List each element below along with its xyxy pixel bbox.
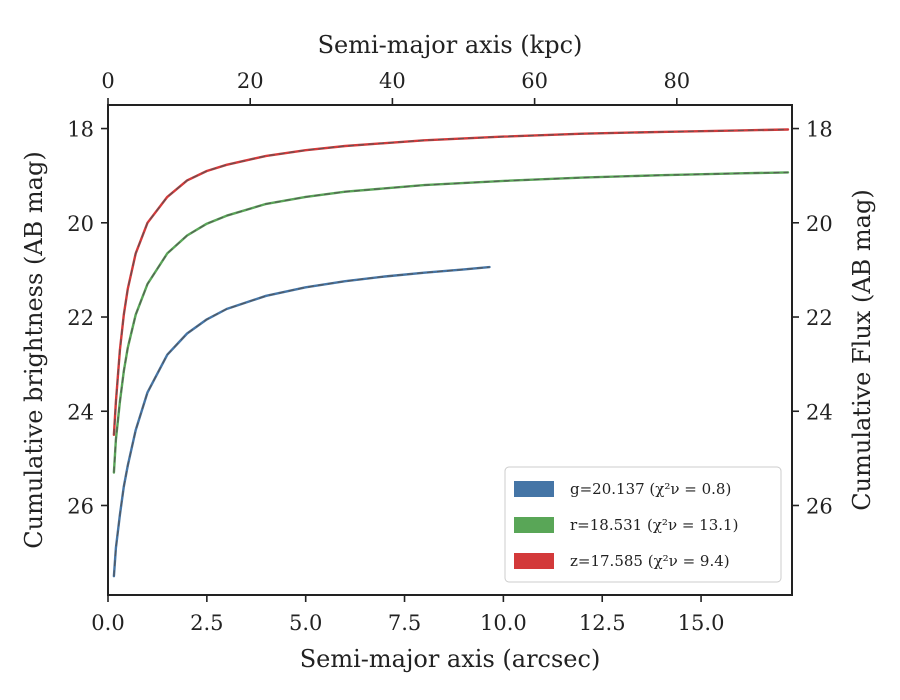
x-tick-label: 15.0 xyxy=(678,611,725,635)
x-axis-title: Semi-major axis (arcsec) xyxy=(300,645,601,673)
right-y-tick-label: 18 xyxy=(806,118,833,142)
right-axis-ticks: 18 20 22 24 26 xyxy=(792,118,833,518)
x-tick-label: 10.0 xyxy=(480,611,527,635)
plot-frame xyxy=(107,104,793,596)
x-tick-label: 2.5 xyxy=(190,611,223,635)
legend-label-z: z=17.585 (χ²ν = 9.4) xyxy=(570,552,730,570)
y-tick-label: 24 xyxy=(67,400,94,424)
series-model-line-g xyxy=(113,266,490,577)
right-y-tick-label: 20 xyxy=(806,212,833,236)
legend-swatch-g xyxy=(514,481,554,497)
right-y-tick-label: 22 xyxy=(806,306,833,330)
top-x-tick-label: 0 xyxy=(101,69,114,93)
series-model-line-z xyxy=(113,128,789,435)
series-layer xyxy=(112,128,790,578)
right-y-tick-label: 26 xyxy=(806,494,833,518)
y-axis-title: Cumulative brightness (AB mag) xyxy=(20,151,48,548)
legend-swatch-r xyxy=(514,517,554,533)
top-x-tick-label: 80 xyxy=(663,69,690,93)
x-tick-label: 12.5 xyxy=(579,611,626,635)
y-tick-label: 22 xyxy=(67,306,94,330)
x-tick-label: 7.5 xyxy=(388,611,421,635)
y-tick-label: 18 xyxy=(67,118,94,142)
right-y-axis-title: Cumulative Flux (AB mag) xyxy=(848,189,876,510)
legend-box xyxy=(504,466,782,583)
y-tick-label: 26 xyxy=(67,494,94,518)
series-model-line-r xyxy=(113,171,789,473)
top-x-axis-title: Semi-major axis (kpc) xyxy=(318,31,583,59)
top-axis-ticks: 0 20 40 60 80 xyxy=(101,69,690,105)
x-tick-label: 5.0 xyxy=(289,611,322,635)
top-x-tick-label: 60 xyxy=(521,69,548,93)
bottom-axis-ticks: 0.0 2.5 5.0 7.5 10.0 12.5 15.0 xyxy=(91,595,724,635)
left-axis-ticks: 18 20 22 24 26 xyxy=(67,118,108,518)
legend: g=20.137 (χ²ν = 0.8) r=18.531 (χ²ν = 13.1… xyxy=(504,466,782,583)
y-tick-label: 20 xyxy=(67,212,94,236)
top-x-tick-label: 20 xyxy=(237,69,264,93)
legend-label-r: r=18.531 (χ²ν = 13.1) xyxy=(570,516,738,534)
x-tick-label: 0.0 xyxy=(91,611,124,635)
right-y-tick-label: 24 xyxy=(806,400,833,424)
legend-swatch-z xyxy=(514,553,554,569)
legend-label-g: g=20.137 (χ²ν = 0.8) xyxy=(570,480,731,498)
top-x-tick-label: 40 xyxy=(379,69,406,93)
